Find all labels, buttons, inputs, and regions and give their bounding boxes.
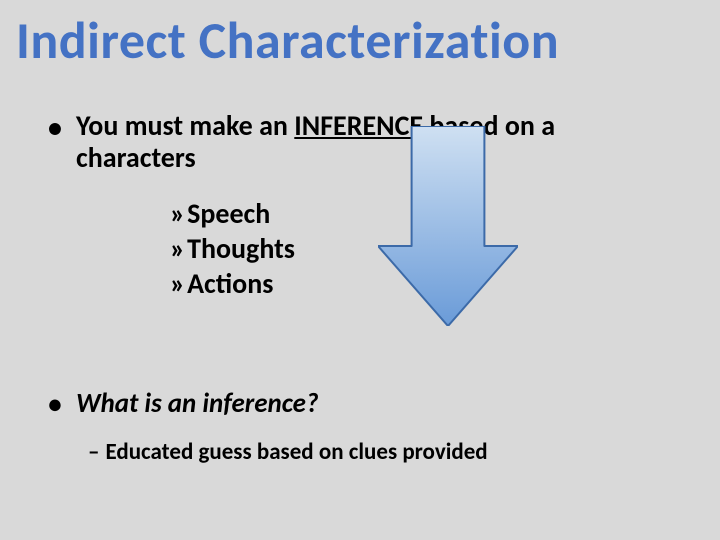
sub-item-speech-label: Speech bbox=[187, 196, 270, 231]
chevron-icon: » bbox=[170, 231, 185, 266]
sub-item-thoughts: »Thoughts bbox=[170, 231, 295, 266]
sub-list: »Speech »Thoughts »Actions bbox=[170, 196, 295, 301]
dash-icon: – bbox=[88, 438, 99, 466]
dash-definition: –Educated guess based on clues provided bbox=[88, 438, 488, 466]
chevron-icon: » bbox=[170, 196, 185, 231]
sub-item-actions-label: Actions bbox=[187, 266, 273, 301]
sub-item-thoughts-label: Thoughts bbox=[187, 231, 295, 266]
bullet-question-text: What is an inference? bbox=[48, 388, 318, 419]
bullet-inference-prefix: You must make an bbox=[76, 108, 294, 143]
sub-item-actions: »Actions bbox=[170, 266, 295, 301]
bullet-inference: • You must make an INFERENCE based on a … bbox=[48, 110, 608, 174]
bullet-dot-icon: • bbox=[48, 110, 62, 145]
down-arrow-icon bbox=[378, 126, 518, 326]
dash-definition-text: Educated guess based on clues provided bbox=[105, 438, 487, 466]
chevron-icon: » bbox=[170, 266, 185, 301]
slide-title: Indirect Characterization bbox=[16, 8, 559, 72]
sub-item-speech: »Speech bbox=[170, 196, 295, 231]
bullet-question: • What is an inference? bbox=[48, 388, 318, 419]
bullet-inference-text: You must make an INFERENCE based on a ch… bbox=[48, 110, 608, 174]
bullet-dot-icon: • bbox=[48, 388, 61, 421]
down-arrow-svg bbox=[378, 126, 518, 326]
